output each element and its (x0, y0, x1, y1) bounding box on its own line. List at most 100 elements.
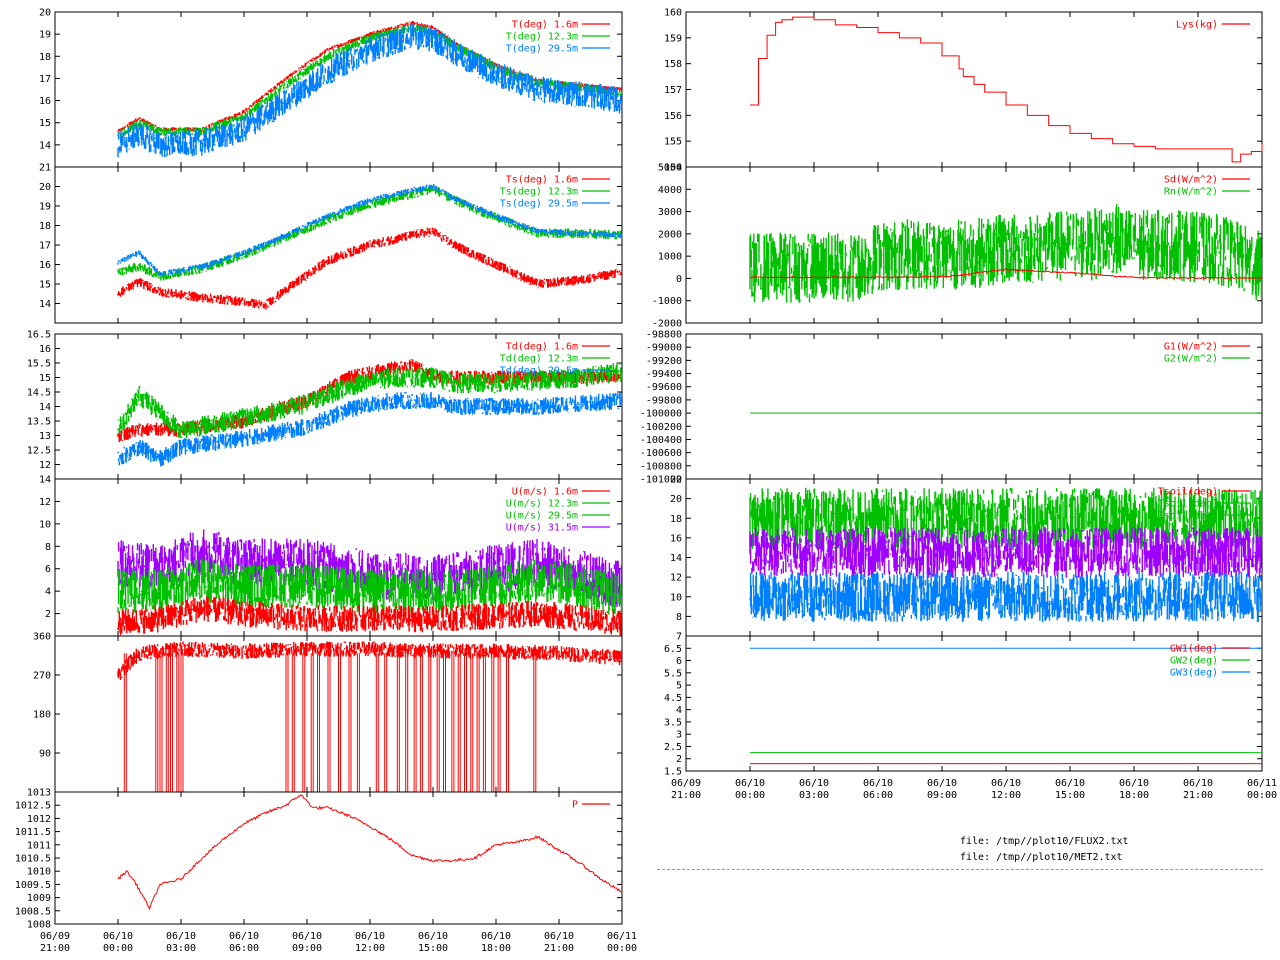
y-tick-label: 4 (676, 705, 682, 716)
y-tick-label: 3000 (658, 207, 682, 218)
y-tick-label: 4000 (658, 185, 682, 196)
file-list: file: /tmp//plot10/FLUX2.txt file: /tmp/… (960, 834, 1129, 866)
y-tick-label: -100400 (640, 435, 682, 446)
legend-label: Td(deg) 29.5m (500, 366, 578, 377)
y-tick-label: -98800 (646, 330, 682, 341)
legend-label: Tsoil(deg) (1158, 499, 1218, 510)
series-direction-dropouts (123, 653, 537, 792)
x-tick-label-date: 06/10 (1119, 778, 1149, 789)
series-td-deg-12-3m (117, 362, 623, 439)
panel-pres: 1008 1008.5 1009 1009.5 1010 1010.5 1011 1011.5… (15, 788, 637, 955)
panel-temp: 14 15 16 17 18 19 20 T(deg) 1.6mT(deg) 12.3mT(d… (39, 8, 623, 168)
series-u-m-s-1-6m (117, 596, 623, 636)
y-tick-label: 10 (39, 519, 51, 530)
y-tick-label: 16 (670, 533, 682, 544)
legend-label: Sd(W/m^2) (1164, 175, 1218, 186)
y-tick-label: 180 (33, 710, 51, 721)
y-tick-label: -100600 (640, 448, 682, 459)
y-tick-label: 20 (39, 8, 51, 19)
x-tick-label-time: 21:00 (40, 943, 70, 954)
series-lys-kg- (750, 16, 1263, 163)
legend-label: T(deg) 29.5m (506, 44, 578, 55)
series-rn-w-m-2- (749, 204, 1263, 303)
legend-label: Rn(W/m^2) (1164, 187, 1218, 198)
y-tick-label: 10 (670, 592, 682, 603)
x-tick-label-time: 00:00 (735, 790, 765, 801)
x-tick-label-time: 12:00 (355, 943, 385, 954)
y-tick-label: 1008 (27, 920, 51, 931)
panel-frame (685, 166, 1263, 324)
legend-label: T(deg) 12.3m (506, 32, 578, 43)
legend-label: Ts(deg) 29.5m (500, 199, 578, 210)
legend-label: Td(deg) 12.3m (500, 354, 578, 365)
y-tick-label: 14 (39, 475, 51, 486)
x-tick-label-date: 06/10 (544, 931, 574, 942)
y-tick-label: 15.5 (27, 359, 51, 370)
series-sd-w-m-2- (749, 268, 1263, 280)
y-tick-label: -100200 (640, 422, 682, 433)
y-tick-label: 12 (670, 573, 682, 584)
x-tick-label-date: 06/10 (1183, 778, 1213, 789)
y-tick-label: 6.5 (664, 644, 682, 655)
y-tick-label: 14 (39, 299, 51, 310)
y-tick-label: 2 (676, 754, 682, 765)
x-tick-label-date: 06/10 (292, 931, 322, 942)
x-tick-label-date: 06/10 (355, 931, 385, 942)
y-tick-label: 12 (39, 497, 51, 508)
x-tick-label-time: 03:00 (799, 790, 829, 801)
panel-frame (685, 635, 1263, 772)
y-tick-label: 18 (39, 52, 51, 63)
legend-label: P (572, 800, 578, 811)
separator-dash (657, 869, 1263, 870)
legend-label: G2(W/m^2) (1164, 354, 1218, 365)
y-tick-label: 15 (39, 118, 51, 129)
y-tick-label: 1000 (658, 252, 682, 263)
y-tick-label: 15 (39, 280, 51, 291)
y-tick-label: 16 (39, 96, 51, 107)
y-tick-label: 0 (676, 274, 682, 285)
panel-rad: -2000 -1000 0 1000 2000 3000 4000 5000 Sd(W/m^2)… (652, 163, 1263, 330)
y-tick-label: 1010.5 (15, 854, 51, 865)
y-tick-label: 156 (664, 111, 682, 122)
y-tick-label: -99600 (646, 382, 682, 393)
series-tsoil-purple (749, 527, 1263, 579)
panel-lys: 154 155 156 157 158 159 160 Lys(kg) (664, 8, 1263, 174)
x-tick-label-time: 18:00 (481, 943, 511, 954)
y-tick-label: 157 (664, 85, 682, 96)
y-tick-label: 14.5 (27, 388, 51, 399)
y-tick-label: 14 (39, 140, 51, 151)
y-tick-label: 20 (39, 182, 51, 193)
y-tick-label: 12.5 (27, 446, 51, 457)
x-tick-label-time: 21:00 (671, 790, 701, 801)
y-tick-label: 4 (45, 587, 51, 598)
y-tick-label: 90 (39, 749, 51, 760)
legend-label: Tsoil(deg) (1158, 487, 1218, 498)
legend-label: G1(W/m^2) (1164, 342, 1218, 353)
y-tick-label: 19 (39, 202, 51, 213)
y-tick-label: 20 (670, 494, 682, 505)
y-tick-label: 159 (664, 33, 682, 44)
series-direction (117, 641, 623, 680)
x-tick-label-time: 21:00 (1183, 790, 1213, 801)
x-tick-label-time: 21:00 (544, 943, 574, 954)
y-tick-label: 18 (670, 514, 682, 525)
series-tsoil-blue (749, 571, 1263, 623)
y-tick-label: 7 (676, 632, 682, 643)
y-tick-label: 8 (45, 542, 51, 553)
y-tick-label: 14 (39, 402, 51, 413)
x-tick-label-date: 06/10 (166, 931, 196, 942)
x-tick-label-date: 06/09 (671, 778, 701, 789)
x-tick-label-time: 15:00 (1055, 790, 1085, 801)
panel-gw: 1.5 22.53 3.544.55 5.566.57 GW1(deg)GW2(deg)… (664, 632, 1277, 802)
panel-ground: -101000 -100800 -100600 -100400 -100200 -1000… (640, 330, 1263, 486)
legend-label: Tsoil(deg) (1158, 511, 1218, 522)
x-tick-label-date: 06/10 (418, 931, 448, 942)
y-tick-label: 1.5 (664, 767, 682, 778)
series-ts-deg-1-6m (117, 227, 623, 310)
y-tick-label: 17 (39, 241, 51, 252)
y-tick-label: 18 (39, 221, 51, 232)
y-tick-label: -101000 (640, 475, 682, 486)
y-tick-label: 21 (39, 163, 51, 174)
